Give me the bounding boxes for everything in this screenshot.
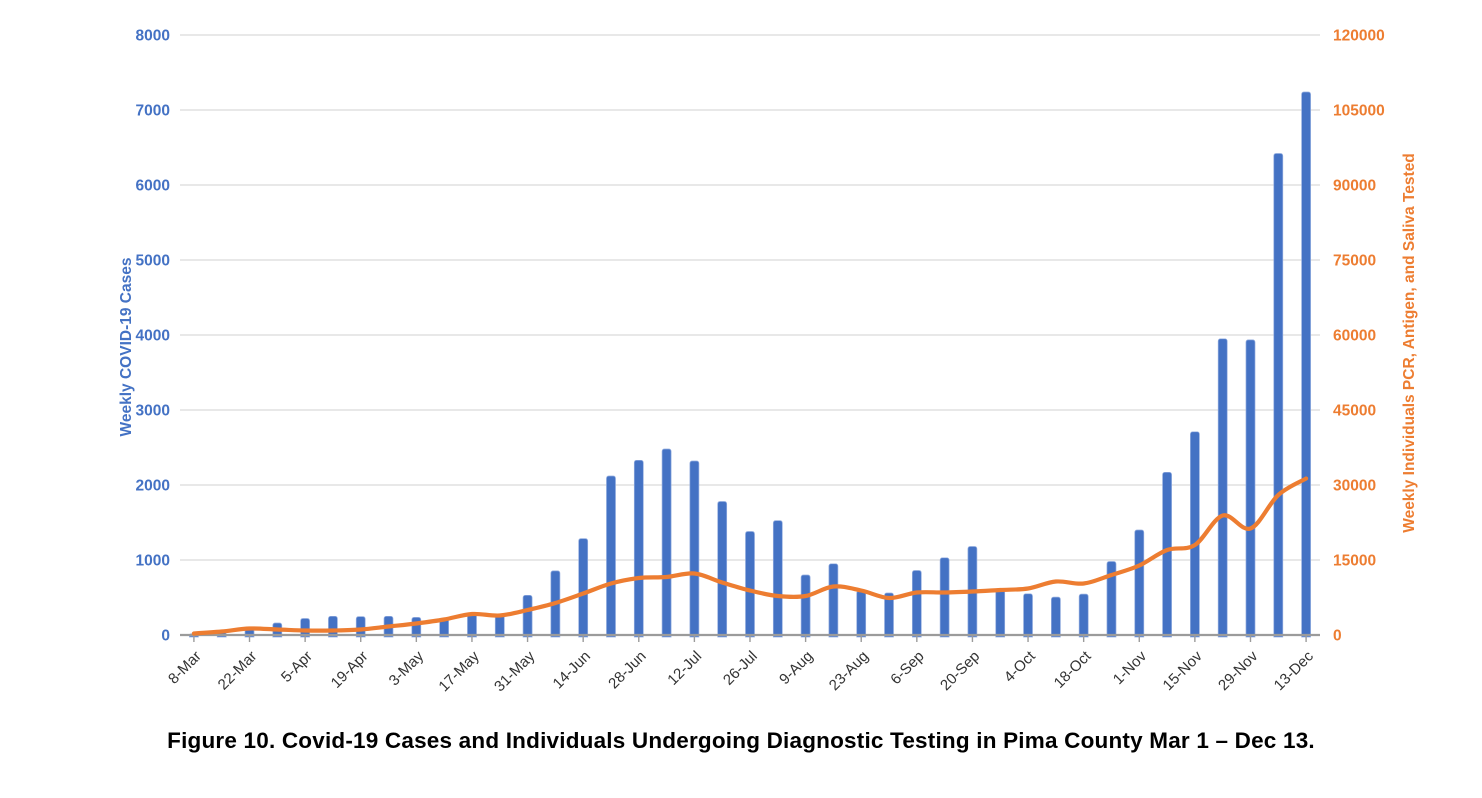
cases-bar — [328, 615, 338, 638]
right-axis-title: Weekly Individuals PCR, Antigen, and Sal… — [1401, 153, 1418, 533]
cases-bar — [800, 574, 811, 638]
cases-bar — [995, 588, 1006, 638]
x-axis-tick-label: 14-Jun — [550, 648, 594, 692]
x-axis-tick-label: 20-Sep — [937, 648, 983, 694]
cases-bar — [522, 594, 533, 638]
cases-bar — [717, 501, 728, 638]
left-axis-tick-label: 1000 — [136, 553, 170, 570]
left-axis-tick-label: 3000 — [136, 403, 170, 420]
cases-bar — [1078, 593, 1089, 638]
cases-bar — [494, 614, 505, 638]
right-axis-tick-label: 120000 — [1333, 28, 1385, 45]
x-axis-tick-label: 12-Jul — [664, 648, 705, 689]
cases-bar — [633, 459, 644, 638]
right-axis-tick-label: 105000 — [1333, 103, 1385, 120]
x-axis-tick-label: 29-Nov — [1215, 647, 1262, 694]
cases-bar — [772, 520, 783, 638]
cases-bar — [606, 475, 616, 638]
tests-line — [191, 476, 1309, 636]
figure-caption: Figure 10. Covid-19 Cases and Individual… — [167, 728, 1315, 753]
left-axis-tick-label: 6000 — [136, 178, 170, 195]
cases-bar — [355, 616, 366, 638]
cases-bar — [689, 460, 700, 638]
x-axis-tick-label: 22-Mar — [215, 648, 261, 694]
right-axis-tick-label: 30000 — [1333, 478, 1376, 495]
right-axis-tick-label: 45000 — [1333, 403, 1376, 420]
x-axis-tick-label: 31-May — [491, 647, 539, 695]
left-axis-tick-label: 8000 — [136, 28, 170, 45]
left-axis-tick-label: 4000 — [136, 328, 170, 345]
cases-bar — [1190, 431, 1200, 638]
right-axis-tick-label: 90000 — [1333, 178, 1376, 195]
left-axis-title: Weekly COVID-19 Cases — [118, 257, 135, 437]
cases-bar — [1273, 153, 1284, 638]
left-axis-tick-label: 2000 — [136, 478, 170, 495]
cases-bar — [856, 590, 867, 638]
x-axis-tick-label: 3-May — [386, 647, 428, 689]
x-axis-tick-label: 6-Sep — [887, 648, 927, 688]
x-axis-tick-label: 1-Nov — [1110, 647, 1151, 688]
x-axis-tick-label: 26-Jul — [720, 648, 761, 689]
cases-bar — [1162, 471, 1172, 638]
cases-bar — [578, 538, 589, 638]
cases-bar — [745, 531, 755, 638]
right-axis-tick-label: 15000 — [1333, 553, 1376, 570]
x-axis-tick-label: 15-Nov — [1160, 647, 1207, 694]
cases-bar — [939, 557, 950, 638]
cases-bar — [467, 612, 477, 638]
left-axis-tick-label: 5000 — [136, 253, 170, 270]
cases-bar — [1023, 593, 1033, 638]
x-axis-tick-label: 4-Oct — [1001, 647, 1040, 686]
left-axis-tick-label: 0 — [161, 628, 170, 645]
cases-bar — [661, 448, 672, 638]
cases-bar — [1051, 596, 1061, 638]
x-axis-tick-label: 23-Aug — [826, 648, 872, 694]
cases-bar — [1134, 529, 1145, 638]
right-axis-tick-label: 75000 — [1333, 253, 1376, 270]
cases-bar — [1106, 561, 1117, 638]
x-axis-tick-label: 17-May — [435, 647, 483, 695]
x-axis-tick-label: 8-Mar — [165, 648, 205, 688]
cases-bar — [884, 592, 894, 638]
x-axis-tick-label: 5-Apr — [278, 648, 316, 686]
x-axis-tick-label: 18-Oct — [1051, 647, 1095, 691]
right-axis-tick-label: 0 — [1333, 628, 1342, 645]
chart-svg: 0 1000 2000 3000 4000 5000 6000 7000 8000 0 15000 3… — [136, 28, 1385, 696]
cases-bar — [1217, 338, 1228, 638]
cases-bar — [1301, 91, 1311, 638]
x-axis-tick-label: 28-Jun — [605, 648, 649, 692]
cases-bar — [911, 570, 922, 638]
left-axis-tick-label: 7000 — [136, 103, 170, 120]
x-axis-tick-label: 13-Dec — [1271, 647, 1318, 694]
x-axis-tick-label: 9-Aug — [776, 648, 816, 688]
cases-bar — [828, 563, 839, 638]
right-axis-tick-label: 60000 — [1333, 328, 1376, 345]
cases-bar — [1245, 339, 1256, 638]
x-axis-tick-label: 19-Apr — [328, 648, 372, 692]
